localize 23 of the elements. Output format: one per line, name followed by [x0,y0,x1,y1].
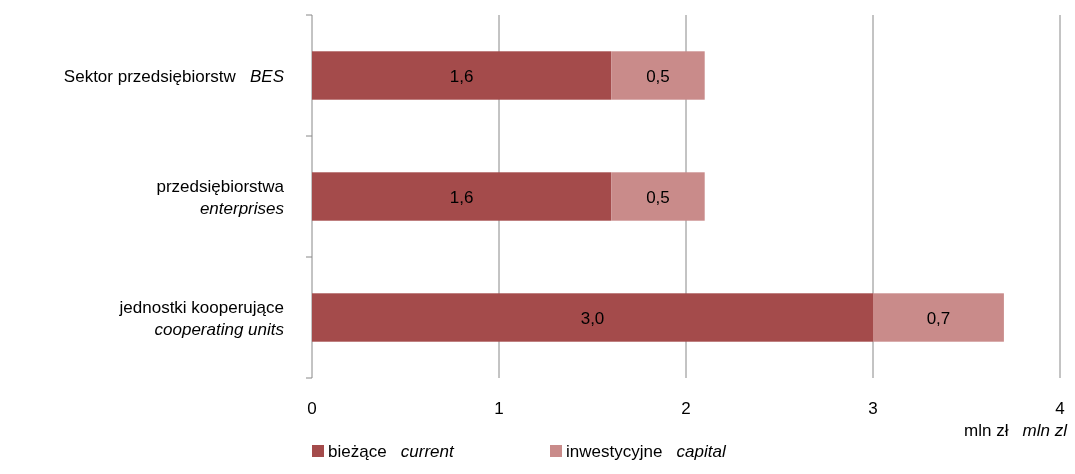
bar [312,51,612,100]
data-label: 3,0 [580,308,605,328]
data-label: 0,5 [646,66,670,86]
bar [312,172,612,221]
y-tick-label: przedsiębiorstwa enterprises [156,176,285,218]
x-tick-label: 0 [307,399,317,418]
data-label: 1,6 [449,187,474,207]
bar [312,293,873,342]
x-tick-label: 3 [868,399,878,418]
bar [873,293,1004,342]
x-tick-label: 4 [1055,399,1065,418]
bar [611,51,705,100]
legend-label: bieżące current [328,442,455,461]
data-label: 0,5 [646,187,670,207]
legend-label: inwestycyjne capital [566,442,727,461]
x-tick-label: 1 [494,399,504,418]
y-tick-label: jednostki kooperujące cooperating units [118,297,285,339]
bar [611,172,705,221]
x-axis-title: mln zł mln zl [964,421,1069,440]
y-tick-label: Sektor przedsiębiorstw BES [63,66,285,86]
data-label: 1,6 [449,66,474,86]
x-tick-label: 2 [681,399,691,418]
data-label: 0,7 [926,308,951,328]
